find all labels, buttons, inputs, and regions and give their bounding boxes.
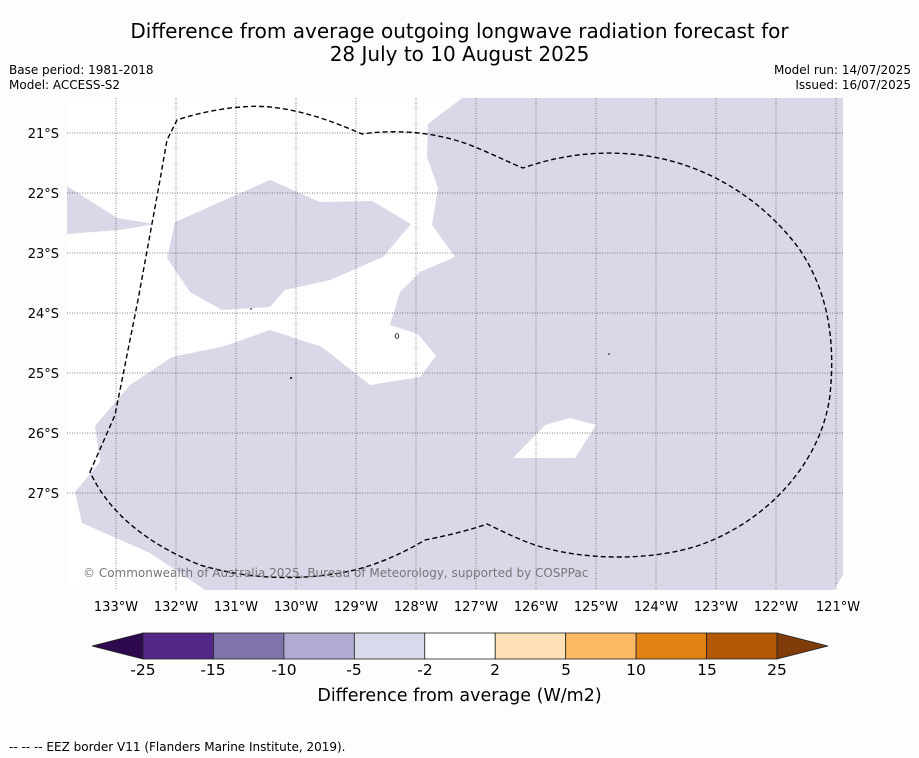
island-dot <box>290 377 292 379</box>
lat-label: 25°S <box>28 367 59 382</box>
colorbar-tick-label: -5 <box>346 661 362 679</box>
lon-label: 132°W <box>154 600 198 615</box>
island-dot <box>608 353 610 355</box>
anomaly-region-main <box>75 98 843 590</box>
island-outline <box>394 333 400 339</box>
colorbar-bin <box>213 632 285 660</box>
lon-label: 129°W <box>334 600 378 615</box>
colorbar-extend-low <box>91 632 144 660</box>
colorbar-tick-label: 10 <box>626 661 646 679</box>
lon-label: 130°W <box>274 600 318 615</box>
colorbar-tick-label: 15 <box>697 661 717 679</box>
lat-label: 24°S <box>28 307 59 322</box>
colorbar-bin <box>142 632 214 660</box>
base-period-text: Base period: 1981-2018 <box>9 63 154 77</box>
island-dot <box>250 308 252 310</box>
colorbar-tick-label: -15 <box>200 661 226 679</box>
lon-label: 133°W <box>94 600 138 615</box>
colorbar-bin <box>283 632 355 660</box>
colorbar-tick-label: 2 <box>490 661 500 679</box>
issued-date-text: Issued: 16/07/2025 <box>795 78 911 92</box>
lon-label: 123°W <box>694 600 738 615</box>
colorbar-bin <box>565 632 637 660</box>
colorbar-tick-label: -2 <box>417 661 433 679</box>
model-run-text: Model run: 14/07/2025 <box>773 63 911 77</box>
longitude-gridlines <box>115 98 837 590</box>
lon-label: 121°W <box>816 600 860 615</box>
map-title-line1: Difference from average outgoing longwav… <box>130 19 789 43</box>
colorbar <box>91 632 829 660</box>
colorbar-bin <box>353 632 426 660</box>
colorbar-label: Difference from average (W/m2) <box>317 686 602 706</box>
colorbar-bin <box>424 632 496 660</box>
lon-label: 131°W <box>214 600 258 615</box>
lat-label: 26°S <box>28 427 59 442</box>
lat-label: 23°S <box>28 247 59 262</box>
anomaly-region-northwest <box>67 186 155 234</box>
colorbar-tick-label: -25 <box>130 661 156 679</box>
colorbar-bin <box>494 632 567 660</box>
lat-label: 22°S <box>28 187 59 202</box>
lat-label: 27°S <box>28 487 59 502</box>
eez-legend-footer: -- -- -- EEZ border V11 (Flanders Marine… <box>9 740 346 754</box>
colorbar-bin <box>706 632 778 660</box>
lon-label: 127°W <box>454 600 498 615</box>
latitude-gridlines <box>67 132 843 494</box>
copyright-notice: © Commonwealth of Australia 2025, Bureau… <box>83 566 588 580</box>
lat-label: 21°S <box>28 127 59 142</box>
anomaly-region-west <box>167 180 411 310</box>
colorbar-bin <box>635 632 707 660</box>
eez-border-line <box>89 105 833 579</box>
colorbar-tick-label: -10 <box>271 661 297 679</box>
lon-label: 126°W <box>514 600 558 615</box>
lon-label: 124°W <box>634 600 678 615</box>
colorbar-tick-label: 25 <box>767 661 787 679</box>
lon-label: 122°W <box>754 600 798 615</box>
lon-label: 128°W <box>394 600 438 615</box>
colorbar-extend-high <box>776 632 829 660</box>
model-name-text: Model: ACCESS-S2 <box>9 78 121 92</box>
map-title-line2: 28 July to 10 August 2025 <box>329 42 590 66</box>
lon-label: 125°W <box>574 600 618 615</box>
colorbar-tick-label: 5 <box>561 661 571 679</box>
